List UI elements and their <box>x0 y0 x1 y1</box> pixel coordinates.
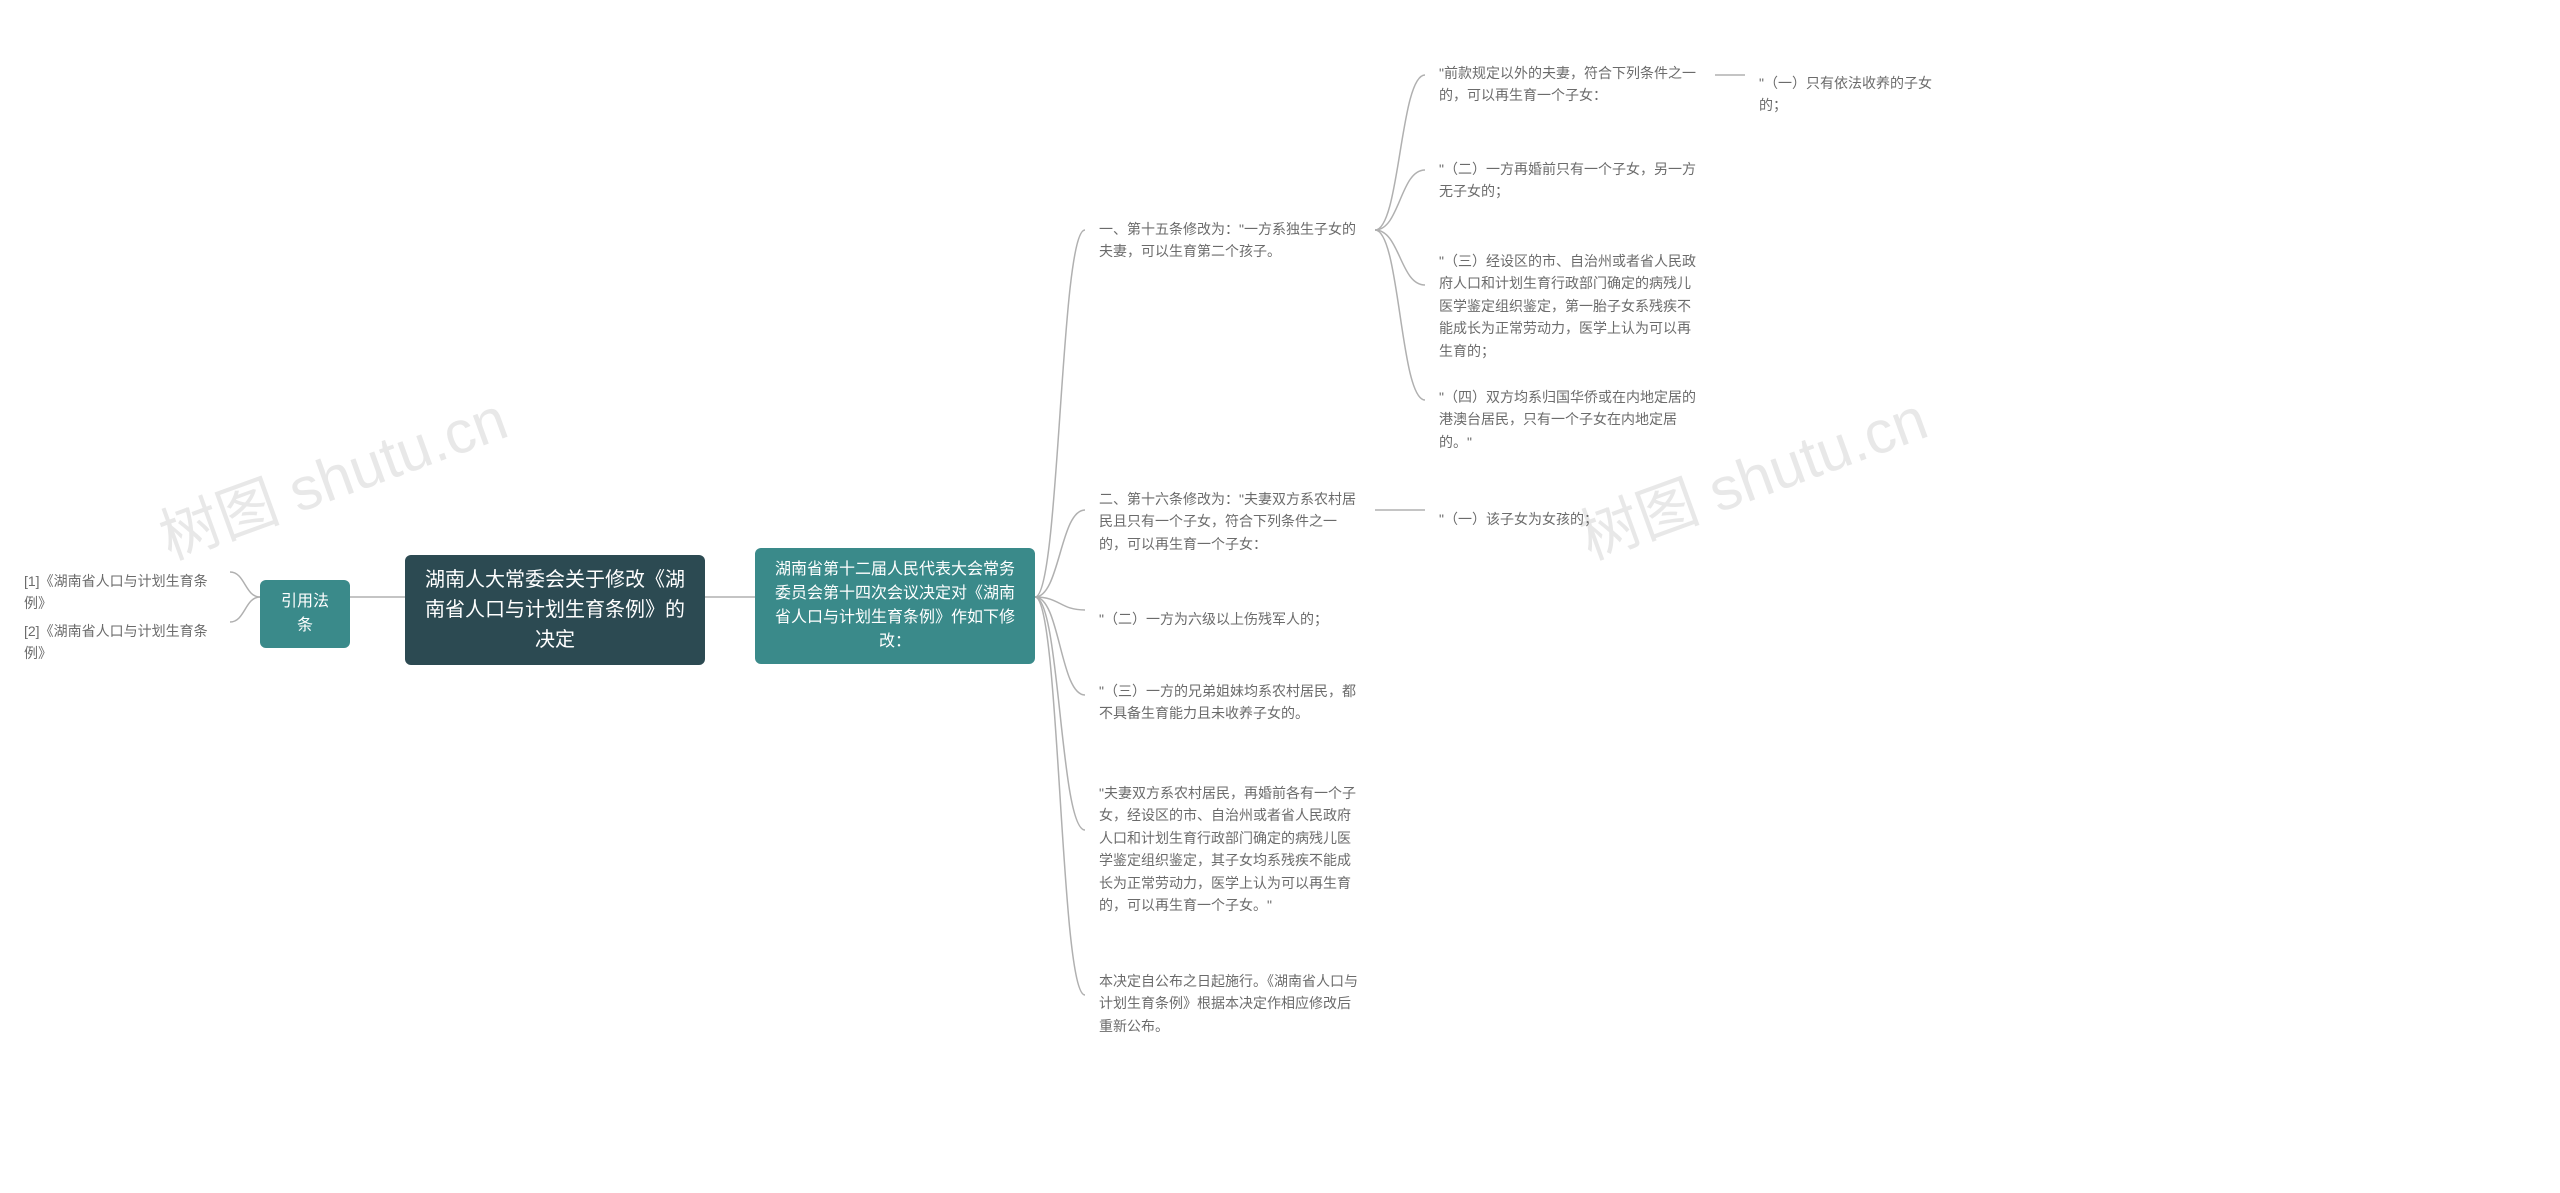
root-node[interactable]: 湖南人大常委会关于修改《湖南省人口与计划生育条例》的决定 <box>405 555 705 665</box>
right-item-4: "夫妻双方系农村居民，再婚前各有一个子女，经设区的市、自治州或者省人民政府人口和… <box>1085 772 1375 926</box>
right-item-3: "（三）一方的兄弟姐妹均系农村居民，都不具备生育能力且未收养子女的。 <box>1085 670 1375 735</box>
item0-child-3: "（四）双方均系归国华侨或在内地定居的港澳台居民，只有一个子女在内地定居的。" <box>1425 376 1715 463</box>
item1-child-0: "（一）该子女为女孩的； <box>1425 498 1645 540</box>
item0-child-2: "（三）经设区的市、自治州或者省人民政府人口和计划生育行政部门确定的病残儿医学鉴… <box>1425 240 1715 372</box>
right-branch[interactable]: 湖南省第十二届人民代表大会常务委员会第十四次会议决定对《湖南省人口与计划生育条例… <box>755 548 1035 664</box>
item0-child-1: "（二）一方再婚前只有一个子女，另一方无子女的； <box>1425 148 1715 213</box>
item0-child-0[interactable]: "前款规定以外的夫妻，符合下列条件之一的，可以再生育一个子女： <box>1425 52 1715 117</box>
right-item-2: "（二）一方为六级以上伤残军人的； <box>1085 598 1375 640</box>
left-branch[interactable]: 引用法条 <box>260 580 350 648</box>
watermark-left: 树图 shutu.cn <box>146 370 517 576</box>
right-item-5: 本决定自公布之日起施行。《湖南省人口与计划生育条例》根据本决定作相应修改后重新公… <box>1085 960 1375 1047</box>
right-item-0[interactable]: 一、第十五条修改为："一方系独生子女的夫妻，可以生育第二个孩子。 <box>1085 208 1375 273</box>
left-ref-1: [2]《湖南省人口与计划生育条例》 <box>10 610 230 675</box>
item0-child0-child0: "（一）只有依法收养的子女的； <box>1745 62 1965 127</box>
right-item-1[interactable]: 二、第十六条修改为："夫妻双方系农村居民且只有一个子女，符合下列条件之一的，可以… <box>1085 478 1375 565</box>
